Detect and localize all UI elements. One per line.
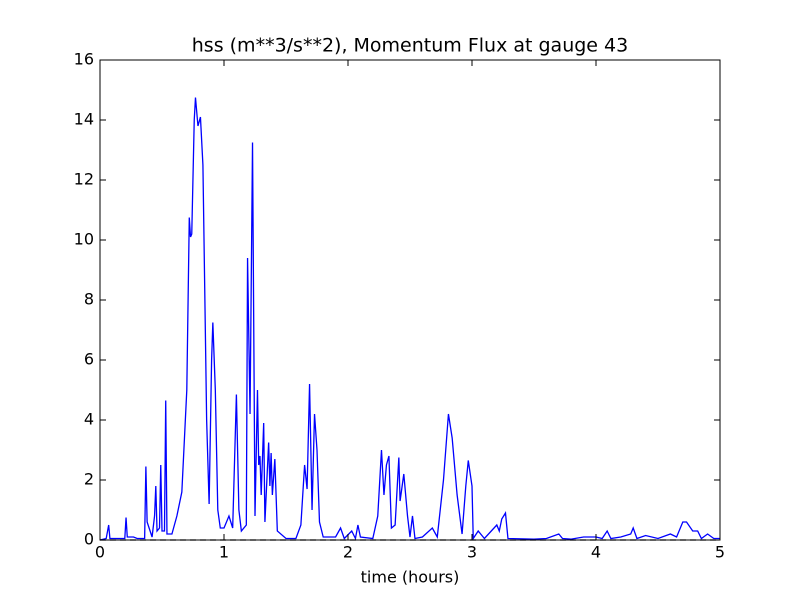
y-tick-label: 10 bbox=[74, 230, 94, 249]
x-axis-label: time (hours) bbox=[361, 568, 460, 587]
y-tick-label: 0 bbox=[84, 530, 94, 549]
x-tick-label: 5 bbox=[715, 543, 725, 562]
y-tick-label: 16 bbox=[74, 50, 94, 69]
y-tick-label: 14 bbox=[74, 110, 94, 129]
x-tick-label: 2 bbox=[343, 543, 353, 562]
y-tick-label: 2 bbox=[84, 470, 94, 489]
y-tick-label: 8 bbox=[84, 290, 94, 309]
line-series bbox=[99, 97, 720, 541]
y-tick-label: 4 bbox=[84, 410, 94, 429]
x-tick-label: 3 bbox=[467, 543, 477, 562]
y-tick-label: 6 bbox=[84, 350, 94, 369]
chart-title: hss (m**3/s**2), Momentum Flux at gauge … bbox=[192, 35, 628, 57]
y-tick-label: 12 bbox=[74, 170, 94, 189]
x-tick-label: 1 bbox=[219, 543, 229, 562]
x-tick-label: 4 bbox=[591, 543, 601, 562]
x-tick-label: 0 bbox=[95, 543, 105, 562]
